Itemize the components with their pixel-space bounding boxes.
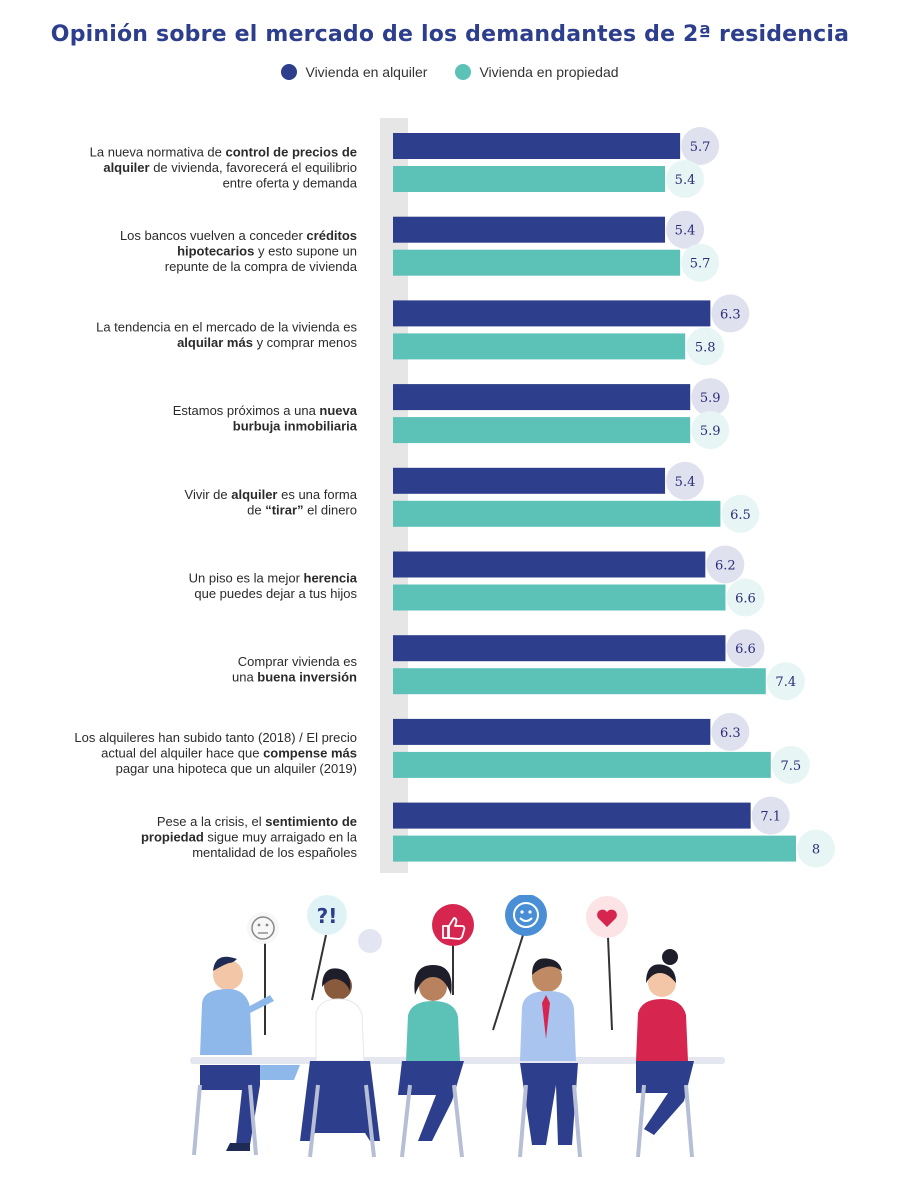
bar-alquiler <box>393 467 666 494</box>
data-label: 6.2 <box>715 559 736 574</box>
y-axis-strip <box>380 118 408 873</box>
person-3 <box>398 965 464 1158</box>
data-label: 5.4 <box>675 173 696 188</box>
value-badge <box>666 461 705 500</box>
bar-alquiler <box>393 384 691 411</box>
bar-propiedad <box>393 751 771 778</box>
bar-alquiler <box>393 216 666 243</box>
data-label: 5.4 <box>675 475 696 490</box>
data-label: 5.4 <box>675 224 696 239</box>
legend-label-propiedad: Vivienda en propiedad <box>479 64 619 80</box>
bar-propiedad <box>393 668 766 695</box>
category-label: Los alquileres han subido tanto (2018) /… <box>74 730 357 776</box>
legend-swatch-propiedad <box>455 64 472 80</box>
legend-swatch-alquiler <box>281 64 298 80</box>
bar-propiedad <box>393 417 691 444</box>
person-2 <box>300 968 380 1158</box>
bubble-decoration <box>358 929 382 953</box>
value-badge <box>726 629 765 668</box>
category-label: Comprar vivienda es una buena inversión <box>232 654 358 685</box>
value-badge <box>726 578 765 617</box>
value-badge <box>691 378 730 417</box>
data-label: 6.6 <box>735 592 756 607</box>
bar-propiedad <box>393 584 726 611</box>
bar-alquiler <box>393 635 726 662</box>
smiley-icon <box>492 895 547 1031</box>
data-label: 7.1 <box>760 810 781 825</box>
data-label: 7.5 <box>780 759 801 774</box>
category-label: Un piso es la mejor herencia que puedes d… <box>189 571 358 602</box>
value-badge <box>681 127 720 165</box>
bar-propiedad <box>393 500 721 527</box>
data-label: 6.5 <box>730 508 751 523</box>
data-label: 5.7 <box>690 257 711 272</box>
people-illustration: ?! <box>190 895 725 1158</box>
value-badge <box>681 243 720 282</box>
category-label: Estamos próximos a una nueva burbuja inmo… <box>173 403 358 434</box>
value-badge <box>751 796 790 835</box>
person-4 <box>518 958 582 1158</box>
category-label: Pese a la crisis, el sentimiento de propi… <box>141 814 358 860</box>
interrobang-icon: ?! <box>307 895 347 1001</box>
person-5 <box>636 949 694 1158</box>
value-badge <box>686 327 725 366</box>
bar-propiedad <box>393 249 681 276</box>
value-badge <box>666 160 705 198</box>
legend-label-alquiler: Vivienda en alquiler <box>305 64 428 80</box>
chart-title: Opinión sobre el mercado de los demandan… <box>50 22 850 47</box>
value-badge <box>766 662 805 701</box>
legend-item-propiedad: Vivienda en propiedad <box>455 64 619 80</box>
value-badge <box>721 494 760 533</box>
interrobang-glyph: ?! <box>317 904 338 928</box>
data-label: 5.9 <box>700 391 721 406</box>
data-label: 6.3 <box>720 726 741 741</box>
thumbs-up-icon <box>432 904 474 995</box>
person-1 <box>192 956 300 1156</box>
bar-chart: La nueva normativa de control de precios… <box>74 118 835 873</box>
value-badge <box>706 545 745 584</box>
data-label: 8 <box>812 843 820 858</box>
legend-item-alquiler: Vivienda en alquiler <box>281 64 427 80</box>
legend: Vivienda en alquiler Vivienda en propied… <box>0 64 900 80</box>
category-label: La tendencia en el mercado de la viviend… <box>96 319 357 350</box>
bar-alquiler <box>393 718 711 745</box>
bar-propiedad <box>393 333 686 360</box>
data-label: 7.4 <box>775 675 796 690</box>
category-label: Vivir de alquiler es una forma de “tirar”… <box>185 487 358 518</box>
data-label: 6.3 <box>720 307 741 322</box>
bar-propiedad <box>393 835 796 862</box>
value-badge <box>797 829 835 868</box>
bar-alquiler <box>393 551 706 578</box>
category-label: Los bancos vuelven a conceder créditos hi… <box>120 228 358 274</box>
category-label: La nueva normativa de control de precios… <box>90 144 358 190</box>
value-badge <box>711 294 750 333</box>
bar-alquiler <box>393 300 711 327</box>
value-badge <box>771 745 810 784</box>
neutral-face-icon <box>247 912 279 1035</box>
bar-alquiler <box>393 802 751 829</box>
data-label: 6.6 <box>735 642 756 657</box>
value-badge <box>666 210 705 249</box>
bar-propiedad <box>393 166 666 192</box>
data-label: 5.7 <box>690 140 711 155</box>
value-badge <box>691 411 730 450</box>
data-label: 5.9 <box>700 424 721 439</box>
value-badge <box>711 712 750 751</box>
bar-alquiler <box>393 133 681 159</box>
data-label: 5.8 <box>695 340 716 355</box>
heart-icon <box>586 896 628 1031</box>
